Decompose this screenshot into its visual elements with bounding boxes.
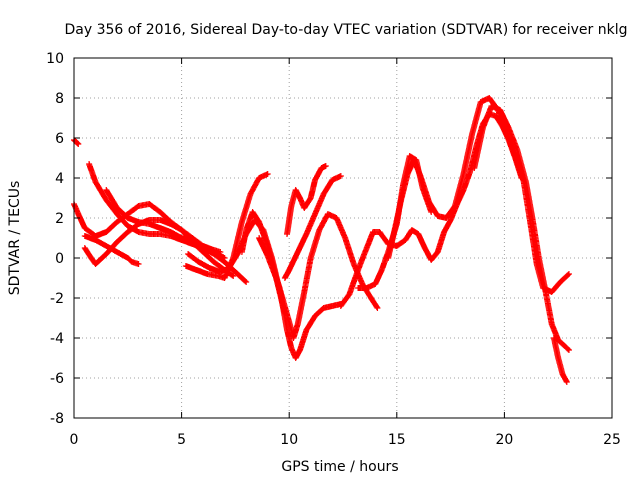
plus-markers-satellite-track-15 <box>385 95 572 295</box>
y-tick-label: -4 <box>50 331 64 347</box>
plus-markers-satellite-track-16 <box>471 103 572 353</box>
x-tick-label: 20 <box>495 432 513 448</box>
series-satellite-track-8 <box>182 171 271 281</box>
x-tick-label: 0 <box>70 432 79 448</box>
y-tick-label: -8 <box>50 411 64 427</box>
series-satellite-track-6 <box>103 187 224 255</box>
x-tick-label: 10 <box>280 432 298 448</box>
chart-title: Day 356 of 2016, Sidereal Day-to-day VTE… <box>65 22 628 38</box>
y-tick-label: 0 <box>55 251 64 267</box>
x-tick-label: 25 <box>603 432 621 448</box>
series-satellite-track-16 <box>471 103 572 353</box>
y-tick-label: 4 <box>55 171 64 187</box>
y-tick-label: 10 <box>46 51 64 67</box>
plus-markers-satellite-track-12 <box>281 173 344 281</box>
y-tick-label: 2 <box>55 211 64 227</box>
plus-markers-satellite-track-5 <box>81 233 142 267</box>
series-satellite-track-15 <box>385 95 572 295</box>
series-satellite-track-17 <box>550 335 570 385</box>
x-tick-label: 5 <box>177 432 186 448</box>
plus-markers-satellite-track-11 <box>284 163 329 237</box>
x-tick-label: 15 <box>388 432 406 448</box>
series-satellite-track-11 <box>284 163 329 237</box>
series-satellite-track-12 <box>281 173 344 281</box>
plus-markers-satellite-track-6 <box>103 187 224 255</box>
plus-markers-satellite-track-8 <box>182 171 271 281</box>
x-axis-label: GPS time / hours <box>281 459 398 475</box>
y-tick-label: -2 <box>50 291 64 307</box>
data-marks <box>71 95 572 385</box>
plot-frame <box>73 57 613 419</box>
axis-ticks: 0 5 10 15 20 25 -8 -6 -4 -2 0 2 4 6 8 10 <box>46 51 621 448</box>
y-tick-label: 6 <box>55 131 64 147</box>
plus-markers-satellite-track-10 <box>256 211 381 341</box>
series-satellite-track-5 <box>81 233 142 267</box>
grid-layer <box>74 58 612 418</box>
y-tick-label: -6 <box>50 371 64 387</box>
series-satellite-track-10 <box>256 211 381 341</box>
y-tick-label: 8 <box>55 91 64 107</box>
y-axis-label: SDTVAR / TECUs <box>7 181 23 296</box>
plus-markers-satellite-track-17 <box>550 335 570 385</box>
